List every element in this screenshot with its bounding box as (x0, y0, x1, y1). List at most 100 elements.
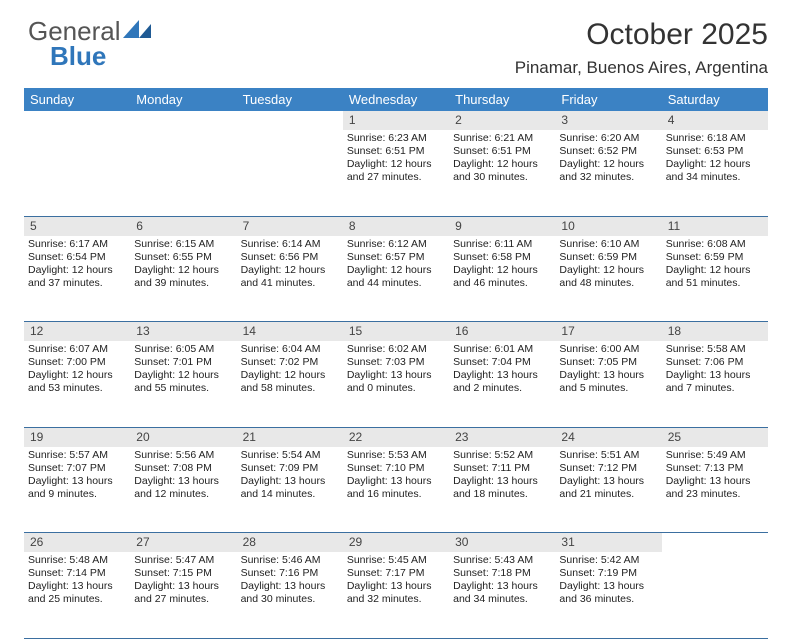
day-detail-text: Sunrise: 6:11 AMSunset: 6:58 PMDaylight:… (453, 238, 551, 291)
day-detail-text: Sunrise: 5:43 AMSunset: 7:18 PMDaylight:… (453, 554, 551, 607)
day-number-cell (662, 533, 768, 553)
day-detail-text: Sunrise: 6:18 AMSunset: 6:53 PMDaylight:… (666, 132, 764, 185)
day-number-cell (24, 111, 130, 130)
day-detail-cell: Sunrise: 5:58 AMSunset: 7:06 PMDaylight:… (662, 341, 768, 427)
day-detail-cell: Sunrise: 5:47 AMSunset: 7:15 PMDaylight:… (130, 552, 236, 638)
day-detail-cell: Sunrise: 6:18 AMSunset: 6:53 PMDaylight:… (662, 130, 768, 216)
day-number-cell: 6 (130, 216, 236, 236)
day-detail-text: Sunrise: 5:51 AMSunset: 7:12 PMDaylight:… (559, 449, 657, 502)
day-detail-text: Sunrise: 5:46 AMSunset: 7:16 PMDaylight:… (241, 554, 339, 607)
day-number-cell: 19 (24, 427, 130, 447)
daynum-row: 567891011 (24, 216, 768, 236)
daynum-row: 12131415161718 (24, 322, 768, 342)
day-detail-cell: Sunrise: 6:15 AMSunset: 6:55 PMDaylight:… (130, 236, 236, 322)
daynum-row: 19202122232425 (24, 427, 768, 447)
day-detail-cell: Sunrise: 5:46 AMSunset: 7:16 PMDaylight:… (237, 552, 343, 638)
day-detail-text: Sunrise: 6:21 AMSunset: 6:51 PMDaylight:… (453, 132, 551, 185)
day-number-cell: 13 (130, 322, 236, 342)
day-number-cell: 9 (449, 216, 555, 236)
day-detail-cell: Sunrise: 5:48 AMSunset: 7:14 PMDaylight:… (24, 552, 130, 638)
day-number-cell: 26 (24, 533, 130, 553)
day-detail-cell: Sunrise: 6:21 AMSunset: 6:51 PMDaylight:… (449, 130, 555, 216)
daynum-row: 1234 (24, 111, 768, 130)
day-number-cell: 20 (130, 427, 236, 447)
day-detail-cell: Sunrise: 6:14 AMSunset: 6:56 PMDaylight:… (237, 236, 343, 322)
calendar-table: SundayMondayTuesdayWednesdayThursdayFrid… (24, 88, 768, 639)
day-header: Friday (555, 88, 661, 111)
day-detail-text: Sunrise: 6:04 AMSunset: 7:02 PMDaylight:… (241, 343, 339, 396)
day-detail-cell (662, 552, 768, 638)
day-header: Saturday (662, 88, 768, 111)
day-header: Tuesday (237, 88, 343, 111)
day-detail-cell (130, 130, 236, 216)
day-detail-text: Sunrise: 6:10 AMSunset: 6:59 PMDaylight:… (559, 238, 657, 291)
day-detail-cell: Sunrise: 5:49 AMSunset: 7:13 PMDaylight:… (662, 447, 768, 533)
day-detail-cell (24, 130, 130, 216)
day-detail-text: Sunrise: 5:56 AMSunset: 7:08 PMDaylight:… (134, 449, 232, 502)
day-detail-cell: Sunrise: 5:53 AMSunset: 7:10 PMDaylight:… (343, 447, 449, 533)
day-detail-cell: Sunrise: 5:57 AMSunset: 7:07 PMDaylight:… (24, 447, 130, 533)
day-detail-text: Sunrise: 5:48 AMSunset: 7:14 PMDaylight:… (28, 554, 126, 607)
day-detail-cell: Sunrise: 6:23 AMSunset: 6:51 PMDaylight:… (343, 130, 449, 216)
daynum-row: 262728293031 (24, 533, 768, 553)
day-detail-cell (237, 130, 343, 216)
day-detail-text: Sunrise: 5:42 AMSunset: 7:19 PMDaylight:… (559, 554, 657, 607)
day-detail-cell: Sunrise: 6:04 AMSunset: 7:02 PMDaylight:… (237, 341, 343, 427)
day-detail-cell: Sunrise: 6:01 AMSunset: 7:04 PMDaylight:… (449, 341, 555, 427)
day-detail-cell: Sunrise: 6:05 AMSunset: 7:01 PMDaylight:… (130, 341, 236, 427)
day-detail-cell: Sunrise: 6:10 AMSunset: 6:59 PMDaylight:… (555, 236, 661, 322)
day-number-cell: 11 (662, 216, 768, 236)
day-number-cell: 27 (130, 533, 236, 553)
day-header: Wednesday (343, 88, 449, 111)
day-detail-text: Sunrise: 5:53 AMSunset: 7:10 PMDaylight:… (347, 449, 445, 502)
detail-row: Sunrise: 5:48 AMSunset: 7:14 PMDaylight:… (24, 552, 768, 638)
day-number-cell: 28 (237, 533, 343, 553)
day-detail-text: Sunrise: 5:58 AMSunset: 7:06 PMDaylight:… (666, 343, 764, 396)
day-number-cell: 30 (449, 533, 555, 553)
calendar-body: 1234Sunrise: 6:23 AMSunset: 6:51 PMDayli… (24, 111, 768, 638)
logo-text-blue: Blue (50, 43, 121, 69)
day-detail-text: Sunrise: 5:45 AMSunset: 7:17 PMDaylight:… (347, 554, 445, 607)
day-detail-cell: Sunrise: 6:11 AMSunset: 6:58 PMDaylight:… (449, 236, 555, 322)
day-number-cell: 23 (449, 427, 555, 447)
day-detail-text: Sunrise: 5:57 AMSunset: 7:07 PMDaylight:… (28, 449, 126, 502)
day-detail-text: Sunrise: 5:52 AMSunset: 7:11 PMDaylight:… (453, 449, 551, 502)
day-number-cell: 29 (343, 533, 449, 553)
day-number-cell: 5 (24, 216, 130, 236)
day-detail-text: Sunrise: 6:17 AMSunset: 6:54 PMDaylight:… (28, 238, 126, 291)
day-header: Thursday (449, 88, 555, 111)
day-number-cell: 31 (555, 533, 661, 553)
detail-row: Sunrise: 6:17 AMSunset: 6:54 PMDaylight:… (24, 236, 768, 322)
day-detail-text: Sunrise: 5:54 AMSunset: 7:09 PMDaylight:… (241, 449, 339, 502)
day-header: Monday (130, 88, 236, 111)
day-number-cell: 1 (343, 111, 449, 130)
day-detail-text: Sunrise: 6:15 AMSunset: 6:55 PMDaylight:… (134, 238, 232, 291)
day-number-cell: 8 (343, 216, 449, 236)
day-number-cell (237, 111, 343, 130)
day-number-cell: 12 (24, 322, 130, 342)
day-detail-cell: Sunrise: 6:08 AMSunset: 6:59 PMDaylight:… (662, 236, 768, 322)
day-detail-cell: Sunrise: 5:42 AMSunset: 7:19 PMDaylight:… (555, 552, 661, 638)
day-number-cell (130, 111, 236, 130)
day-detail-cell: Sunrise: 6:02 AMSunset: 7:03 PMDaylight:… (343, 341, 449, 427)
day-detail-text: Sunrise: 6:12 AMSunset: 6:57 PMDaylight:… (347, 238, 445, 291)
day-number-cell: 22 (343, 427, 449, 447)
logo-triangle-icon (123, 20, 153, 40)
day-header: Sunday (24, 88, 130, 111)
day-number-cell: 25 (662, 427, 768, 447)
day-number-cell: 7 (237, 216, 343, 236)
day-number-cell: 18 (662, 322, 768, 342)
day-detail-text: Sunrise: 6:23 AMSunset: 6:51 PMDaylight:… (347, 132, 445, 185)
day-detail-text: Sunrise: 6:00 AMSunset: 7:05 PMDaylight:… (559, 343, 657, 396)
day-number-cell: 4 (662, 111, 768, 130)
day-detail-text: Sunrise: 5:47 AMSunset: 7:15 PMDaylight:… (134, 554, 232, 607)
day-detail-cell: Sunrise: 6:07 AMSunset: 7:00 PMDaylight:… (24, 341, 130, 427)
day-detail-cell: Sunrise: 6:12 AMSunset: 6:57 PMDaylight:… (343, 236, 449, 322)
day-number-cell: 2 (449, 111, 555, 130)
day-detail-cell: Sunrise: 5:43 AMSunset: 7:18 PMDaylight:… (449, 552, 555, 638)
logo: General Blue (28, 18, 153, 69)
day-number-cell: 3 (555, 111, 661, 130)
day-detail-text: Sunrise: 6:20 AMSunset: 6:52 PMDaylight:… (559, 132, 657, 185)
day-detail-cell: Sunrise: 6:00 AMSunset: 7:05 PMDaylight:… (555, 341, 661, 427)
day-number-cell: 10 (555, 216, 661, 236)
